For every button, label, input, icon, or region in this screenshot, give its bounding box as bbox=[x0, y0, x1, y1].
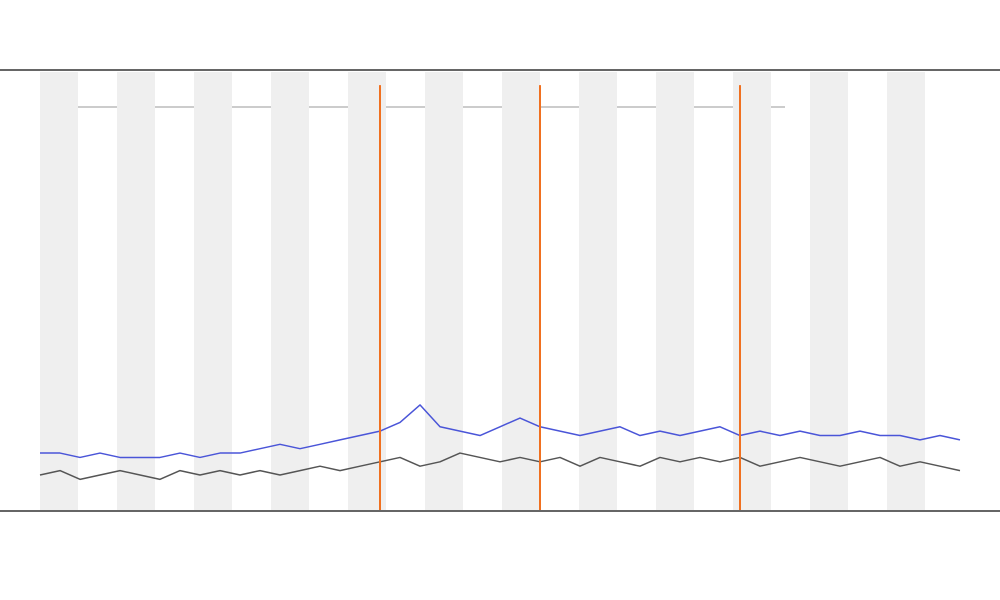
shaded-band bbox=[733, 72, 771, 510]
shaded-band bbox=[810, 72, 848, 510]
shaded-band bbox=[579, 72, 617, 510]
shaded-band bbox=[271, 72, 309, 510]
shaded-band bbox=[887, 72, 925, 510]
plot bbox=[39, 85, 961, 510]
shaded-band bbox=[117, 72, 155, 510]
series-line bbox=[40, 404, 961, 459]
shaded-band bbox=[656, 72, 694, 510]
bands bbox=[40, 72, 925, 510]
series-line bbox=[39, 452, 961, 481]
shaded-band bbox=[40, 72, 78, 510]
shaded-band bbox=[425, 72, 463, 510]
shaded-band bbox=[194, 72, 232, 510]
shaded-band bbox=[502, 72, 540, 510]
